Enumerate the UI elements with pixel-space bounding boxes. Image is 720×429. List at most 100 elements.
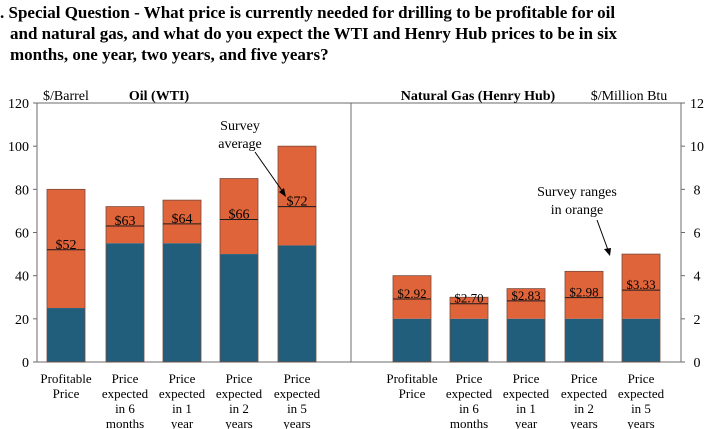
oil-base-bar xyxy=(47,308,85,362)
gas-bar-outline xyxy=(392,275,432,363)
oil-category-label: expected xyxy=(159,386,206,401)
gas-category-label: in 6 xyxy=(459,401,479,416)
oil-category-label: expected xyxy=(274,386,321,401)
oil-bar-outline xyxy=(105,206,145,363)
left-axis-label: $/Barrel xyxy=(43,89,89,104)
oil-category-label: years xyxy=(225,416,252,429)
right-axis-tick-label: 10 xyxy=(690,140,704,155)
oil-category-label: in 1 xyxy=(172,401,192,416)
gas-category-label: Price xyxy=(513,371,540,386)
gas-average-label: $2.98 xyxy=(569,285,598,300)
gas-category-label: in 1 xyxy=(516,401,536,416)
oil-base-bar xyxy=(106,243,144,362)
oil-category-label: Price xyxy=(284,371,311,386)
gas-category-label: year xyxy=(515,416,538,429)
right-axis-tick-label: 4 xyxy=(694,270,701,285)
right-axis-tick-label: 12 xyxy=(690,97,704,112)
gas-base-bar xyxy=(393,318,431,362)
gas-bar-outline xyxy=(449,296,489,363)
left-axis-tick-label: 20 xyxy=(15,313,29,328)
gas-category-label: in 2 xyxy=(574,401,594,416)
left-axis-tick-label: 0 xyxy=(22,356,29,371)
oil-range-bar xyxy=(47,189,85,309)
gas-range-bar xyxy=(507,288,545,319)
survey-average-annotation: Survey xyxy=(220,119,260,134)
left-axis-tick-label: 100 xyxy=(8,140,29,155)
title-line-1: . Special Question - What price is curre… xyxy=(0,3,616,22)
gas-category-label: Price xyxy=(571,371,598,386)
survey-average-arrowhead xyxy=(279,188,286,197)
oil-category-label: in 2 xyxy=(229,401,249,416)
oil-base-bar xyxy=(163,243,201,362)
oil-category-label: in 5 xyxy=(287,401,307,416)
gas-range-bar xyxy=(622,254,660,319)
gas-panel-title: Natural Gas (Henry Hub) xyxy=(401,89,556,104)
gas-category-label: years xyxy=(570,416,597,429)
gas-category-label: months xyxy=(450,416,488,429)
left-axis-tick-label: 80 xyxy=(15,183,29,198)
gas-average-label: $3.33 xyxy=(626,277,655,292)
gas-range-bar xyxy=(393,275,431,319)
survey-ranges-annotation: in orange xyxy=(551,203,603,218)
right-axis-tick-label: 6 xyxy=(694,227,701,242)
gas-range-bar xyxy=(565,271,603,319)
gas-category-label: Profitable xyxy=(386,371,437,386)
gas-category-label: expected xyxy=(618,386,665,401)
gas-category-label: Price xyxy=(456,371,483,386)
oil-category-label: Price xyxy=(53,386,80,401)
survey-ranges-arrow xyxy=(596,219,609,251)
gas-range-bar xyxy=(450,297,488,319)
gas-category-label: Price xyxy=(628,371,655,386)
gas-category-label: Price xyxy=(399,386,426,401)
oil-category-label: Profitable xyxy=(40,371,91,386)
oil-category-label: Price xyxy=(226,371,253,386)
gas-category-label: expected xyxy=(561,386,608,401)
oil-average-label: $63 xyxy=(115,214,136,229)
oil-bar-outline xyxy=(162,199,202,363)
gas-category-label: in 5 xyxy=(631,401,651,416)
right-axis-tick-label: 0 xyxy=(694,356,701,371)
oil-category-label: in 6 xyxy=(115,401,135,416)
oil-category-label: months xyxy=(106,416,144,429)
gas-base-bar xyxy=(565,318,603,362)
survey-average-annotation: average xyxy=(218,137,262,152)
gas-average-label: $2.70 xyxy=(454,291,483,306)
oil-base-bar xyxy=(278,245,316,362)
oil-average-label: $52 xyxy=(56,238,77,253)
oil-bar-outline xyxy=(46,188,86,363)
gas-average-label: $2.83 xyxy=(511,288,540,303)
gas-category-label: years xyxy=(627,416,654,429)
left-axis-tick-label: 60 xyxy=(15,227,29,242)
oil-category-label: years xyxy=(283,416,310,429)
oil-range-bar xyxy=(163,200,201,244)
survey-average-arrow xyxy=(254,151,284,193)
chart-title: . Special Question - What price is curre… xyxy=(0,2,716,65)
oil-category-label: Price xyxy=(112,371,139,386)
oil-category-label: expected xyxy=(102,386,149,401)
survey-ranges-annotation: Survey ranges xyxy=(537,185,617,200)
right-axis-label: $/Million Btu xyxy=(591,89,668,104)
right-axis-tick-label: 2 xyxy=(694,313,701,328)
oil-category-label: year xyxy=(171,416,194,429)
oil-average-label: $64 xyxy=(172,212,193,227)
oil-base-bar xyxy=(220,254,258,362)
gas-category-label: expected xyxy=(503,386,550,401)
gas-bar-outline xyxy=(621,253,661,363)
survey-ranges-arrowhead xyxy=(604,248,611,256)
oil-range-bar xyxy=(106,206,144,244)
title-line-3: months, one year, two years, and five ye… xyxy=(10,45,329,64)
gas-average-label: $2.92 xyxy=(397,286,426,301)
left-axis-tick-label: 120 xyxy=(8,97,29,112)
gas-bar-outline xyxy=(506,288,546,363)
oil-range-bar xyxy=(220,178,258,255)
oil-panel-title: Oil (WTI) xyxy=(129,89,190,104)
oil-average-label: $72 xyxy=(287,195,308,210)
oil-bar-outline xyxy=(277,145,317,363)
gas-base-bar xyxy=(507,318,545,362)
oil-category-label: expected xyxy=(216,386,263,401)
title-line-2: and natural gas, and what do you expect … xyxy=(10,24,618,43)
gas-base-bar xyxy=(622,318,660,362)
right-axis-tick-label: 8 xyxy=(694,183,701,198)
gas-category-label: expected xyxy=(446,386,493,401)
